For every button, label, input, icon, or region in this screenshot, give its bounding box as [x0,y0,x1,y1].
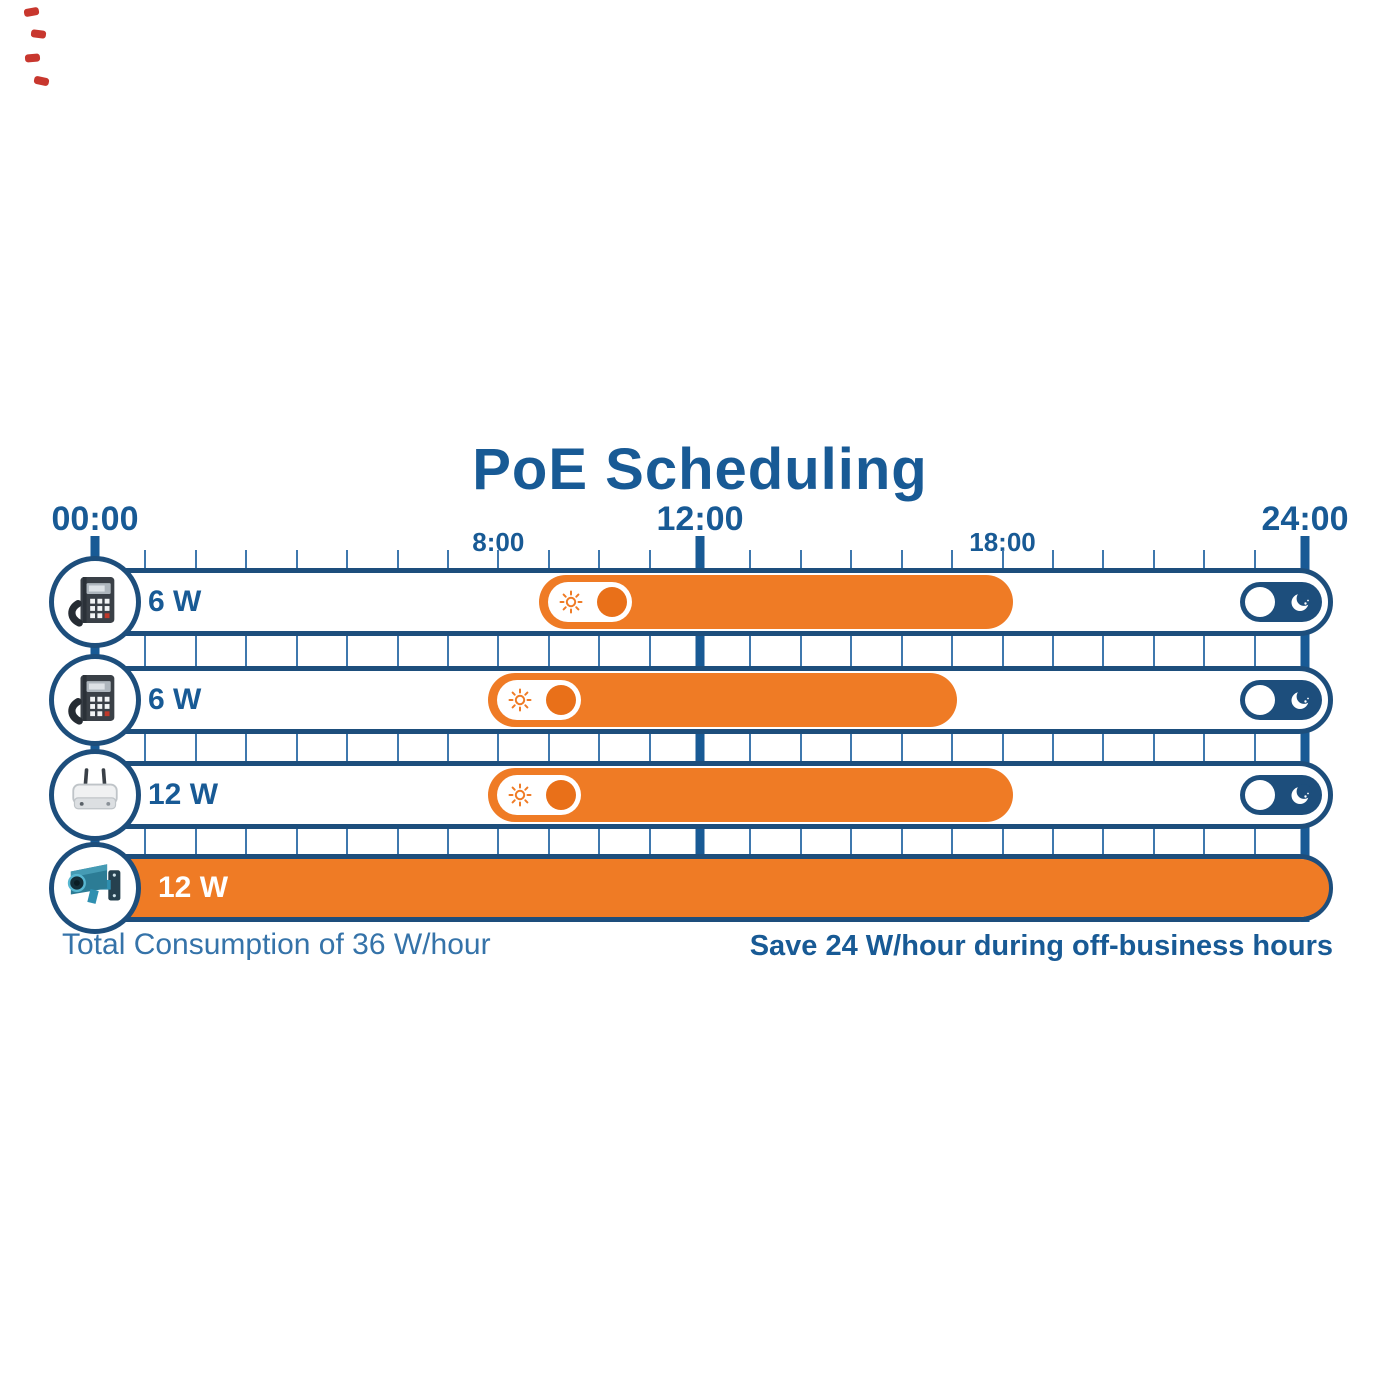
red-mark [33,75,50,87]
day-toggle-knob [596,587,627,617]
hour-gridline [1102,550,1105,922]
day-toggle[interactable] [497,775,582,815]
night-toggle-knob [1245,780,1275,810]
footer-savings-note: Save 24 W/hour during off-business hours [749,930,1333,962]
hour-gridline [194,550,197,922]
power-label: 6 W [148,585,202,618]
moon-icon [1288,687,1314,718]
sun-icon [559,590,583,619]
day-toggle[interactable] [497,680,582,720]
hour-gridline [295,550,298,922]
hour-gridline [1051,550,1054,922]
power-label: 6 W [148,683,202,716]
night-toggle[interactable] [1240,775,1322,815]
device-circle [49,842,141,934]
night-toggle-knob [1245,587,1275,617]
red-mark [30,29,47,39]
device-circle [49,654,141,746]
cctv-camera-icon [66,857,124,920]
schedule-on-bar [64,859,1329,917]
moon-icon [1288,782,1314,813]
hour-gridline [245,550,248,922]
hour-gridline [346,550,349,922]
hour-gridline [446,550,449,922]
power-label: 12 W [148,778,219,811]
day-toggle-knob [546,780,577,810]
device-circle [49,749,141,841]
red-mark [23,6,40,18]
hour-gridline [1203,550,1206,922]
desk-phone-icon [66,571,124,634]
night-toggle-knob [1245,685,1275,715]
time-label: 00:00 [51,500,139,538]
hour-gridline [598,550,601,922]
access-point-icon [66,764,124,827]
red-mark [24,53,41,63]
night-toggle[interactable] [1240,680,1322,720]
day-toggle[interactable] [547,582,632,622]
hour-gridline [1001,550,1004,922]
hour-gridline [396,550,399,922]
hour-gridline [850,550,853,922]
hour-gridline [749,550,752,922]
night-toggle[interactable] [1240,582,1322,622]
page-title: PoE Scheduling [472,437,928,502]
hour-gridline [547,550,550,922]
day-toggle-knob [546,685,577,715]
hour-gridline [144,550,147,922]
hour-gridline [799,550,802,922]
hour-gridline [900,550,903,922]
time-label: 24:00 [1261,500,1349,538]
sun-icon [508,783,532,812]
hour-gridline [497,550,500,922]
hour-gridline [1152,550,1155,922]
desk-phone-icon [66,669,124,732]
device-circle [49,556,141,648]
time-label: 12:00 [656,500,744,538]
hour-gridline [951,550,954,922]
footer-total-consumption: Total Consumption of 36 W/hour [62,928,491,961]
hour-gridline [1253,550,1256,922]
sun-icon [508,688,532,717]
moon-icon [1288,589,1314,620]
hour-gridline [648,550,651,922]
power-label: 12 W [158,871,229,904]
